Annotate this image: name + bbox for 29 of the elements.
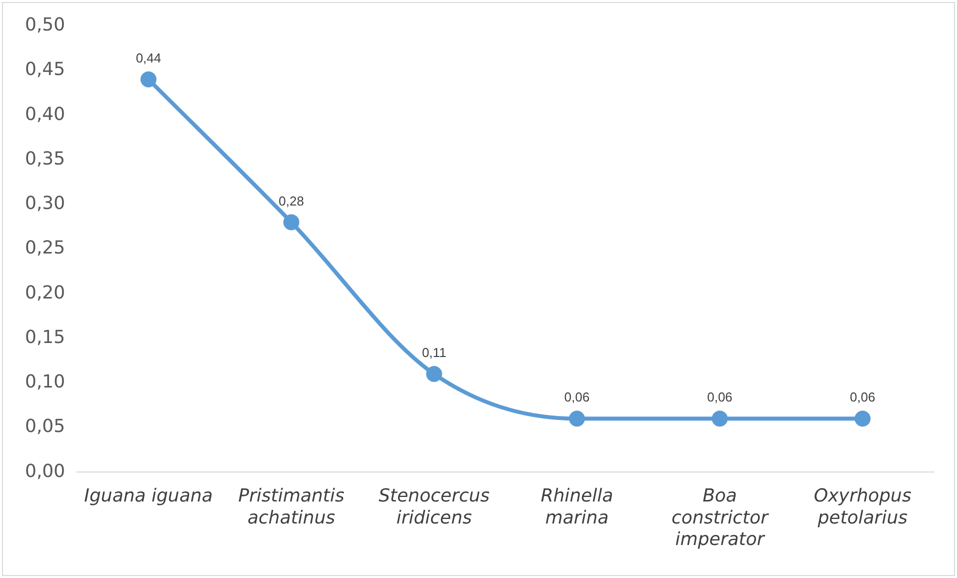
x-tick-label: Oxyrhopus petolarius [814, 486, 912, 528]
point [568, 410, 585, 427]
x-tick-label: Pristimantis achatinus [238, 486, 344, 528]
y-tick-label: 0,20 [25, 282, 66, 304]
data-label: 0,06 [707, 390, 732, 405]
x-tick-label: Stenocercus iridicens [378, 486, 490, 528]
data-label: 0,44 [136, 50, 162, 66]
data-label: 0,11 [422, 345, 446, 360]
data-label: 0,06 [564, 390, 590, 405]
y-tick-label: 0,50 [25, 14, 66, 36]
point [283, 214, 300, 230]
y-tick-label: 0,30 [25, 193, 66, 214]
data-label: 0,28 [278, 193, 304, 208]
x-tick-label: Rhinella marina [540, 486, 614, 528]
point [140, 71, 156, 88]
y-tick-label: 0,40 [25, 104, 66, 125]
y-tick-label: 0,00 [25, 460, 66, 482]
x-tick-label: Iguana iguana [84, 486, 213, 507]
y-tick-label: 0,15 [25, 326, 66, 348]
y-tick-label: 0,10 [25, 372, 66, 393]
y-tick-label: 0,25 [25, 238, 66, 259]
y-tick-label: 0,45 [25, 59, 66, 80]
point [712, 410, 728, 427]
point [426, 366, 442, 382]
point [854, 410, 871, 427]
y-tick-label: 0,05 [25, 416, 66, 438]
x-tick-label: Boa constrictor imperator [672, 486, 770, 550]
data-label: 0,06 [850, 390, 876, 405]
y-tick-label: 0,35 [25, 148, 66, 170]
